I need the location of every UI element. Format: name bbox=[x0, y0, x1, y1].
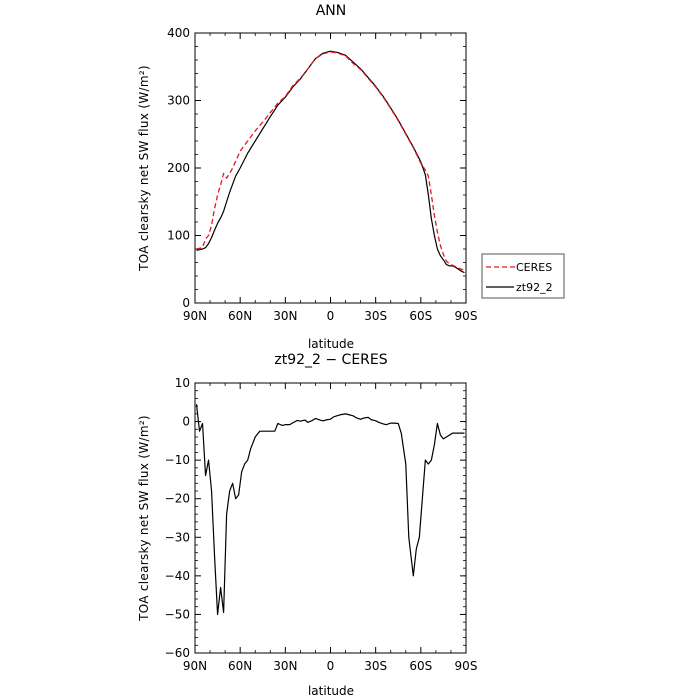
bottom-x-tick-label: 90S bbox=[455, 659, 478, 673]
bottom-y-tick-label: 10 bbox=[175, 376, 190, 390]
bottom-y-tick-label: −40 bbox=[165, 569, 190, 583]
bottom-y-tick-label: −60 bbox=[165, 646, 190, 660]
legend-ceres-label: CERES bbox=[516, 261, 552, 274]
bottom-x-tick-label: 30S bbox=[364, 659, 387, 673]
bottom-y-tick-label: −30 bbox=[165, 530, 190, 544]
bottom-x-tick-label: 30N bbox=[273, 659, 297, 673]
top-x-tick-label: 30N bbox=[273, 309, 297, 323]
bottom-chart-title: zt92_2 − CERES bbox=[274, 352, 387, 368]
bottom-chart-frame bbox=[194, 382, 467, 654]
top-x-tick-label: 90N bbox=[183, 309, 207, 323]
bottom-chart-series bbox=[195, 404, 465, 616]
bottom-chart-y-axis-title: TOA clearsky net SW flux (W/m²) bbox=[137, 415, 151, 622]
bottom-y-tick-label: −10 bbox=[165, 453, 190, 467]
top-x-tick-label: 90S bbox=[455, 309, 478, 323]
top-x-tick-label: 30S bbox=[364, 309, 387, 323]
bottom-chart-x-axis-title: latitude bbox=[308, 684, 354, 698]
bottom-y-tick-label: 0 bbox=[182, 415, 190, 429]
top-y-tick-label: 100 bbox=[167, 229, 190, 243]
top-y-tick-label: 300 bbox=[167, 94, 190, 108]
bottom-chart-panel: zt92_2 − CERES TOA clearsky net SW flux … bbox=[137, 352, 477, 698]
top-series-line-zt92-2 bbox=[196, 50, 465, 274]
top-chart-frame bbox=[194, 32, 467, 304]
bottom-x-tick-label: 0 bbox=[327, 659, 335, 673]
top-chart-panel: ANN TOA clearsky net SW flux (W/m²) lati… bbox=[137, 3, 477, 351]
bottom-x-tick-label: 90N bbox=[183, 659, 207, 673]
legend-box bbox=[481, 253, 565, 299]
top-x-tick-label: 60N bbox=[228, 309, 252, 323]
top-y-tick-label: 200 bbox=[167, 161, 190, 175]
bottom-chart-y-ticks: 10 0 −10 −20 −30 −40 −50 −60 bbox=[165, 376, 466, 660]
bottom-y-tick-label: −20 bbox=[165, 492, 190, 506]
bottom-series-line-zt92-2-ceres bbox=[195, 404, 465, 616]
top-x-tick-label: 60S bbox=[409, 309, 432, 323]
bottom-chart-x-ticks: 90N 60N 30N 0 30S 60S 90S bbox=[183, 383, 478, 673]
top-x-tick-label: 0 bbox=[327, 309, 335, 323]
top-y-tick-label: 400 bbox=[167, 26, 190, 40]
top-chart-series bbox=[196, 50, 465, 274]
bottom-x-tick-label: 60S bbox=[409, 659, 432, 673]
bottom-y-tick-label: −50 bbox=[165, 607, 190, 621]
top-chart-title: ANN bbox=[316, 3, 347, 19]
top-series-line-ceres bbox=[196, 51, 465, 272]
top-chart-x-axis-title: latitude bbox=[308, 337, 354, 351]
top-chart-y-ticks: 0 100 200 300 400 bbox=[167, 26, 466, 310]
top-chart-x-ticks: 90N 60N 30N 0 30S 60S 90S bbox=[183, 33, 478, 323]
top-chart-y-axis-title: TOA clearsky net SW flux (W/m²) bbox=[137, 65, 151, 272]
top-y-tick-label: 0 bbox=[182, 296, 190, 310]
legend-zt92-label: zt92_2 bbox=[516, 281, 553, 294]
top-chart-legend: CERES zt92_2 bbox=[481, 253, 565, 299]
bottom-x-tick-label: 60N bbox=[228, 659, 252, 673]
